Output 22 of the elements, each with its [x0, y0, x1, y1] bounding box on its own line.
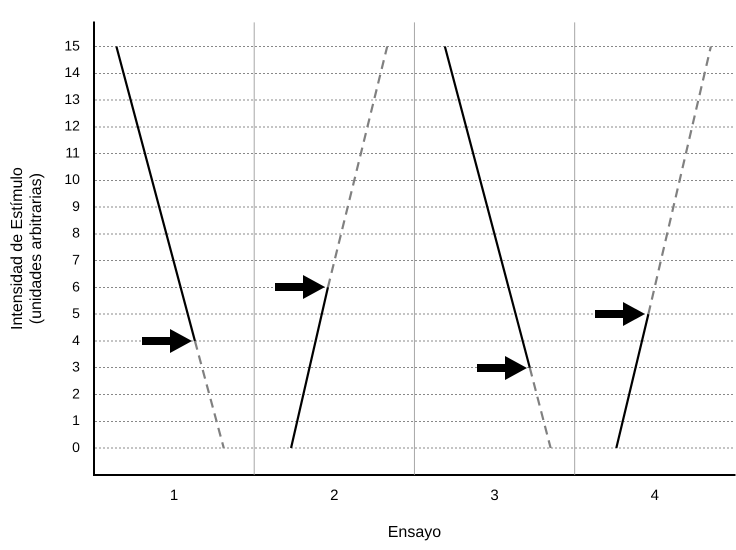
y-tick-label: 6: [72, 278, 80, 294]
y-axis-title: Intensidad de Estímulo (unidades arbitrarias): [9, 167, 46, 330]
y-tick-label: 9: [72, 198, 80, 214]
y-tick-label: 8: [72, 224, 80, 241]
y-tick-label: 11: [65, 144, 80, 160]
y-tick-label: 0: [72, 438, 80, 455]
y-tick-label: 14: [64, 64, 80, 80]
x-tick-label: 2: [330, 486, 338, 504]
y-tick-label: 5: [72, 305, 80, 322]
y-tick-label: 12: [64, 118, 80, 134]
y-tick-label: 15: [64, 37, 80, 54]
y-tick-label: 1: [72, 412, 80, 428]
y-tick-label: 3: [72, 358, 80, 375]
y-tick-label: 13: [64, 90, 80, 107]
y-tick-label: 10: [64, 171, 80, 188]
x-tick-label: 3: [490, 486, 499, 504]
x-tick-label: 1: [170, 486, 178, 504]
x-tick-label: 4: [650, 486, 659, 504]
y-tick-label: 7: [72, 252, 80, 268]
x-axis-title: Ensayo: [388, 524, 442, 541]
y-tick-label: 4: [72, 332, 80, 348]
y-tick-label: 2: [72, 385, 80, 402]
